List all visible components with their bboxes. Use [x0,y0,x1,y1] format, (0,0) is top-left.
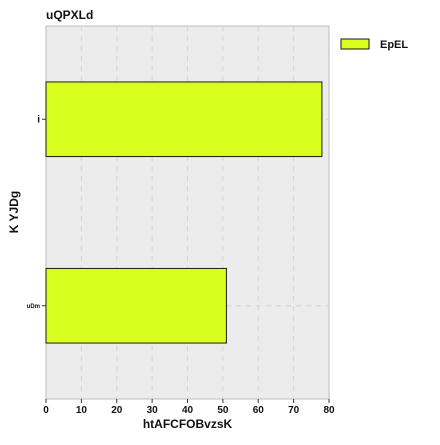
x-tick-label: 80 [323,405,335,416]
y-axis-ticks: i uDm [27,114,46,310]
x-tick-label: 70 [288,405,300,416]
x-tick-label: 60 [253,405,265,416]
bar [45,81,323,158]
bars [45,81,323,344]
x-tick-label: 20 [111,405,123,416]
bar [45,267,227,344]
legend-swatch [340,38,370,50]
y-axis-label: K YJDg [7,191,21,233]
x-axis-label: htAFCFOBvzsK [143,417,233,431]
y-tick-label: uDm [27,304,40,310]
x-axis-ticks: 0 10 20 30 40 50 60 70 80 [43,399,335,416]
x-tick-label: 50 [217,405,229,416]
y-tick-label: i [37,114,40,125]
x-tick-label: 30 [147,405,159,416]
legend: EpEL [340,38,408,51]
legend-label: EpEL [380,39,408,51]
chart-title: uQPXLd [46,8,93,22]
x-tick-label: 10 [76,405,88,416]
x-tick-label: 0 [43,405,49,416]
x-tick-label: 40 [182,405,194,416]
